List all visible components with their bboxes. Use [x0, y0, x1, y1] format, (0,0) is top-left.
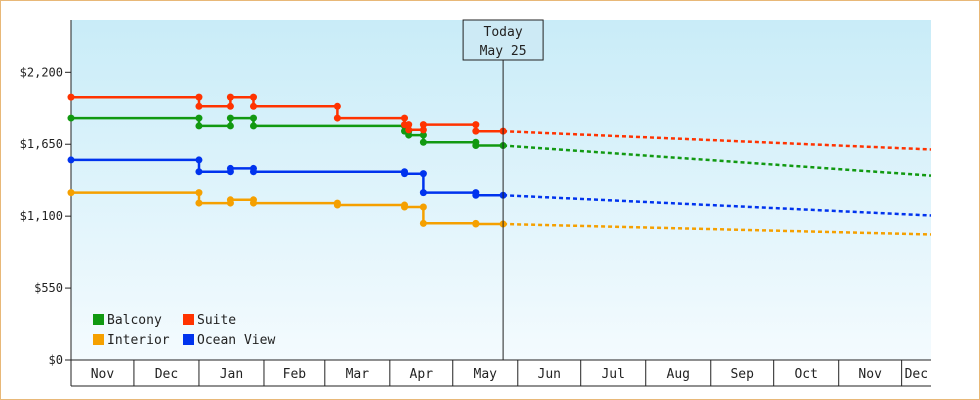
data-point-ocean-view	[419, 170, 427, 178]
forecast-line-ocean-view	[503, 193, 932, 217]
data-point-suite	[226, 102, 234, 110]
data-point-ocean-view	[401, 170, 409, 178]
y-tick-label: $0	[49, 353, 63, 367]
x-month-label: Apr	[410, 367, 434, 382]
legend-label-balcony: Balcony	[107, 313, 162, 328]
legend-swatch-ocean-view	[183, 334, 194, 345]
series-line-ocean-view	[71, 158, 504, 197]
x-month-label: Oct	[794, 367, 817, 382]
data-point-suite	[195, 102, 203, 110]
data-point-balcony	[405, 131, 413, 139]
x-month-label: Jul	[601, 367, 624, 382]
legend-label-interior: Interior	[107, 333, 170, 348]
x-month-label: Jan	[220, 367, 243, 382]
data-point-suite	[472, 121, 480, 129]
data-point-balcony	[67, 114, 75, 122]
today-label: Today	[484, 25, 523, 40]
data-point-suite	[405, 126, 413, 134]
data-point-interior	[195, 199, 203, 207]
data-point-suite	[401, 114, 409, 122]
y-tick-label: $1,100	[20, 209, 63, 223]
data-point-balcony	[249, 122, 257, 130]
data-point-interior	[333, 201, 341, 209]
forecast-line-balcony	[503, 144, 932, 177]
data-point-interior	[419, 219, 427, 227]
today-date: May 25	[480, 44, 527, 59]
series-layer	[67, 93, 932, 236]
plot-area	[71, 20, 931, 360]
legend: Balcony Suite Interior Ocean View	[93, 313, 275, 348]
data-point-suite	[67, 93, 75, 101]
legend-swatch-interior	[93, 334, 104, 345]
data-point-ocean-view	[195, 156, 203, 164]
data-point-suite	[419, 126, 427, 134]
data-point-balcony	[226, 114, 234, 122]
data-point-interior	[401, 203, 409, 211]
legend-swatch-suite	[183, 314, 194, 325]
forecast-line-interior	[503, 222, 932, 236]
data-point-suite	[333, 102, 341, 110]
x-month-label: May	[474, 367, 498, 382]
data-point-suite	[333, 114, 341, 122]
data-point-balcony	[419, 131, 427, 139]
data-point-balcony	[195, 122, 203, 130]
data-point-ocean-view	[419, 189, 427, 197]
x-month-label: Nov	[858, 367, 882, 382]
data-point-suite	[249, 93, 257, 101]
today-box	[462, 19, 544, 61]
data-point-interior	[226, 196, 234, 204]
data-point-balcony	[472, 142, 480, 150]
x-month-label: Dec	[905, 367, 928, 382]
x-month-label: Nov	[91, 367, 115, 382]
axes: $0 $550 $1,100 $1,650 $2,200 Nov Dec Jan Feb Mar A…	[20, 20, 931, 387]
data-point-interior	[472, 220, 480, 228]
legend-label-suite: Suite	[197, 313, 236, 328]
legend-swatch-balcony	[93, 314, 104, 325]
data-point-interior	[67, 189, 75, 197]
data-point-interior	[195, 189, 203, 197]
data-point-interior	[419, 203, 427, 211]
data-point-suite	[195, 93, 203, 101]
data-point-suite	[472, 127, 480, 135]
data-point-ocean-view	[226, 164, 234, 172]
data-point-balcony	[419, 138, 427, 146]
data-point-ocean-view	[195, 168, 203, 176]
y-tick-label: $2,200	[20, 65, 63, 79]
x-month-label: Aug	[667, 367, 690, 382]
y-tick-label: $1,650	[20, 137, 63, 151]
x-month-label: Jun	[538, 367, 561, 382]
today-marker: Today May 25	[462, 19, 544, 360]
x-month-label: Sep	[730, 367, 754, 382]
data-point-suite	[249, 102, 257, 110]
data-point-balcony	[226, 122, 234, 130]
data-point-suite	[419, 121, 427, 129]
data-point-ocean-view	[249, 168, 257, 176]
x-month-label: Feb	[283, 367, 307, 382]
x-month-label: Dec	[155, 367, 178, 382]
data-point-ocean-view	[472, 191, 480, 199]
data-point-ocean-view	[67, 156, 75, 164]
legend-label-ocean-view: Ocean View	[197, 333, 275, 348]
y-tick-label: $550	[34, 281, 63, 295]
data-point-balcony	[195, 114, 203, 122]
forecast-line-suite	[503, 129, 932, 151]
x-month-label: Mar	[346, 367, 370, 382]
data-point-balcony	[249, 114, 257, 122]
series-line-suite	[71, 95, 504, 133]
data-point-suite	[226, 93, 234, 101]
data-point-interior	[249, 199, 257, 207]
data-point-suite	[405, 121, 413, 129]
